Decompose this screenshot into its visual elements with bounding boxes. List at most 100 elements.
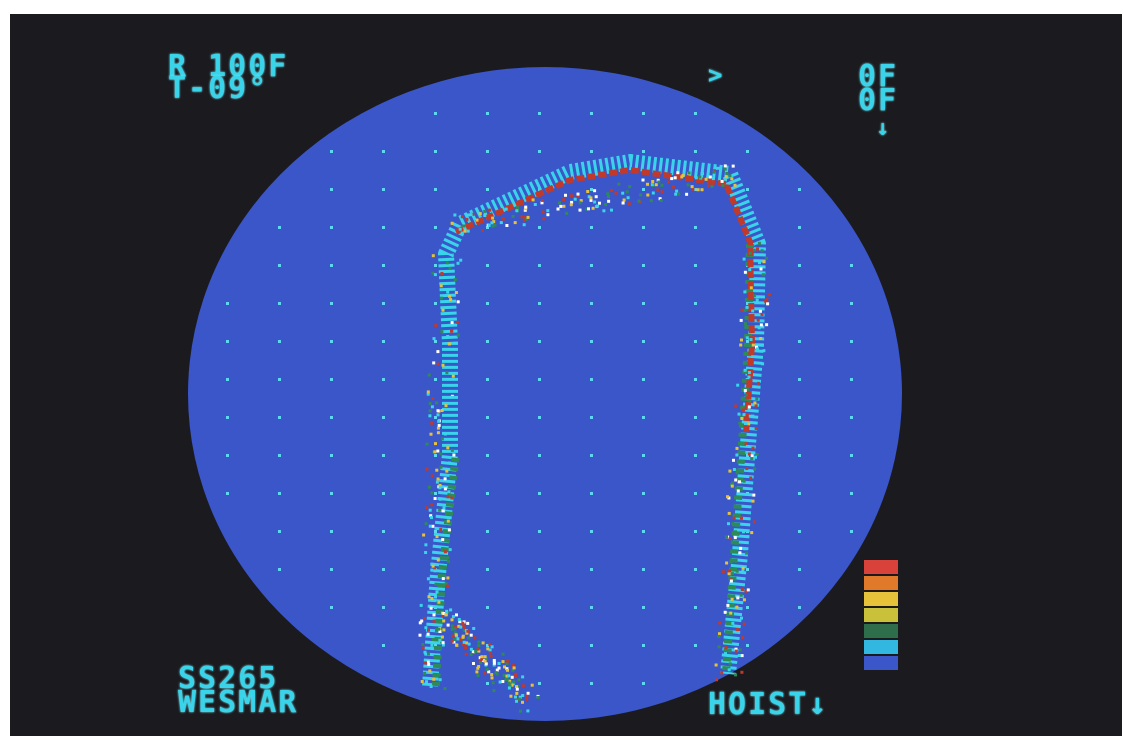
echo-speck <box>686 183 690 187</box>
echo-speck <box>430 647 434 651</box>
color-scale-swatch <box>864 624 898 638</box>
echo-speck <box>453 631 457 635</box>
echo-speck <box>503 665 506 669</box>
grid-dot <box>694 378 697 381</box>
top-right-readout-2: 0F <box>858 83 899 118</box>
grid-dot <box>590 568 593 571</box>
echo-speck <box>731 621 735 625</box>
echo-speck <box>694 176 698 180</box>
down-arrow-icon: ↓ <box>876 116 892 141</box>
model-number: SS265 <box>178 661 279 696</box>
echo-speck <box>441 643 445 647</box>
grid-dot <box>746 340 749 343</box>
echo-speck <box>755 453 759 456</box>
echo-speck <box>667 180 671 184</box>
echo-speck <box>744 322 747 326</box>
echo-speck <box>718 632 721 636</box>
echo-speck <box>736 489 740 493</box>
grid-dot <box>486 682 489 685</box>
grid-dot <box>590 378 593 381</box>
grid-dot <box>486 644 489 647</box>
echo-speck <box>625 190 629 194</box>
echo-speck <box>691 187 695 191</box>
echo-speck <box>740 616 743 620</box>
echo-speck <box>584 207 588 211</box>
echo-speck <box>745 467 749 470</box>
echo-speck <box>450 624 454 628</box>
echo-speck <box>565 211 569 215</box>
echo-speck <box>453 278 457 282</box>
echo-speck <box>464 652 468 656</box>
echo-speck <box>626 196 630 200</box>
echo-speck <box>670 177 674 181</box>
grid-dot <box>434 226 437 229</box>
scan-disc <box>188 67 902 721</box>
echo-speck <box>474 649 478 653</box>
echo-speck <box>486 647 490 651</box>
echo-speck <box>756 347 759 351</box>
echo-speck <box>516 206 520 210</box>
echo-speck <box>471 212 475 216</box>
echo-speck <box>430 562 434 566</box>
grid-dot <box>746 302 749 305</box>
echo-speck <box>651 180 655 183</box>
grid-dot <box>590 302 593 305</box>
echo-speck <box>425 680 428 684</box>
echo-speck <box>531 198 535 202</box>
grid-dot <box>434 188 437 191</box>
echo-speck <box>438 630 442 633</box>
echo-speck <box>728 174 732 178</box>
grid-dot <box>226 454 229 457</box>
echo-speck <box>736 628 740 632</box>
echo-speck <box>462 224 466 228</box>
echo-speck <box>741 566 745 570</box>
arrow-right-icon: > <box>708 61 725 89</box>
echo-speck <box>525 694 529 698</box>
echo-speck <box>740 516 743 520</box>
echo-speck <box>480 657 484 661</box>
grid-dot <box>642 302 645 305</box>
grid-dot <box>382 568 385 571</box>
echo-speck <box>524 217 528 221</box>
grid-dot <box>642 416 645 419</box>
brand-name: WESMAR <box>178 685 299 720</box>
echo-speck <box>628 185 632 189</box>
echo-speck <box>710 184 714 188</box>
echo-speck <box>505 674 509 678</box>
echo-speck <box>728 469 732 473</box>
echo-speck <box>439 284 443 288</box>
grid-dot <box>278 302 281 305</box>
grid-dot <box>798 340 801 343</box>
echo-speck <box>472 627 476 630</box>
echo-speck <box>434 323 438 327</box>
echo-speck <box>506 668 509 672</box>
grid-dot <box>642 492 645 495</box>
echo-speck <box>741 636 745 640</box>
echo-speck <box>614 191 618 195</box>
grid-dot <box>798 416 801 419</box>
grid-dot <box>798 492 801 495</box>
grid-dot <box>642 150 645 153</box>
color-intensity-scale <box>864 560 898 672</box>
echo-speck <box>450 496 454 500</box>
echo-speck <box>483 209 487 213</box>
echo-speck <box>747 452 751 456</box>
echo-speck <box>749 286 753 290</box>
echo-speck <box>490 673 494 677</box>
grid-dot <box>642 530 645 533</box>
echo-speck <box>747 405 751 409</box>
grid-dot <box>590 644 593 647</box>
echo-speck <box>436 413 440 417</box>
echo-speck <box>610 208 613 212</box>
echo-speck <box>442 628 446 632</box>
echo-speck <box>748 414 752 418</box>
echo-speck <box>445 609 449 613</box>
echo-speck <box>765 256 768 260</box>
echo-speck <box>659 199 663 202</box>
echo-speck <box>440 330 444 334</box>
echo-speck <box>751 499 755 503</box>
echo-speck <box>446 519 450 523</box>
echo-speck <box>427 373 431 377</box>
echo-speck <box>508 679 512 683</box>
echo-speck <box>440 635 444 639</box>
